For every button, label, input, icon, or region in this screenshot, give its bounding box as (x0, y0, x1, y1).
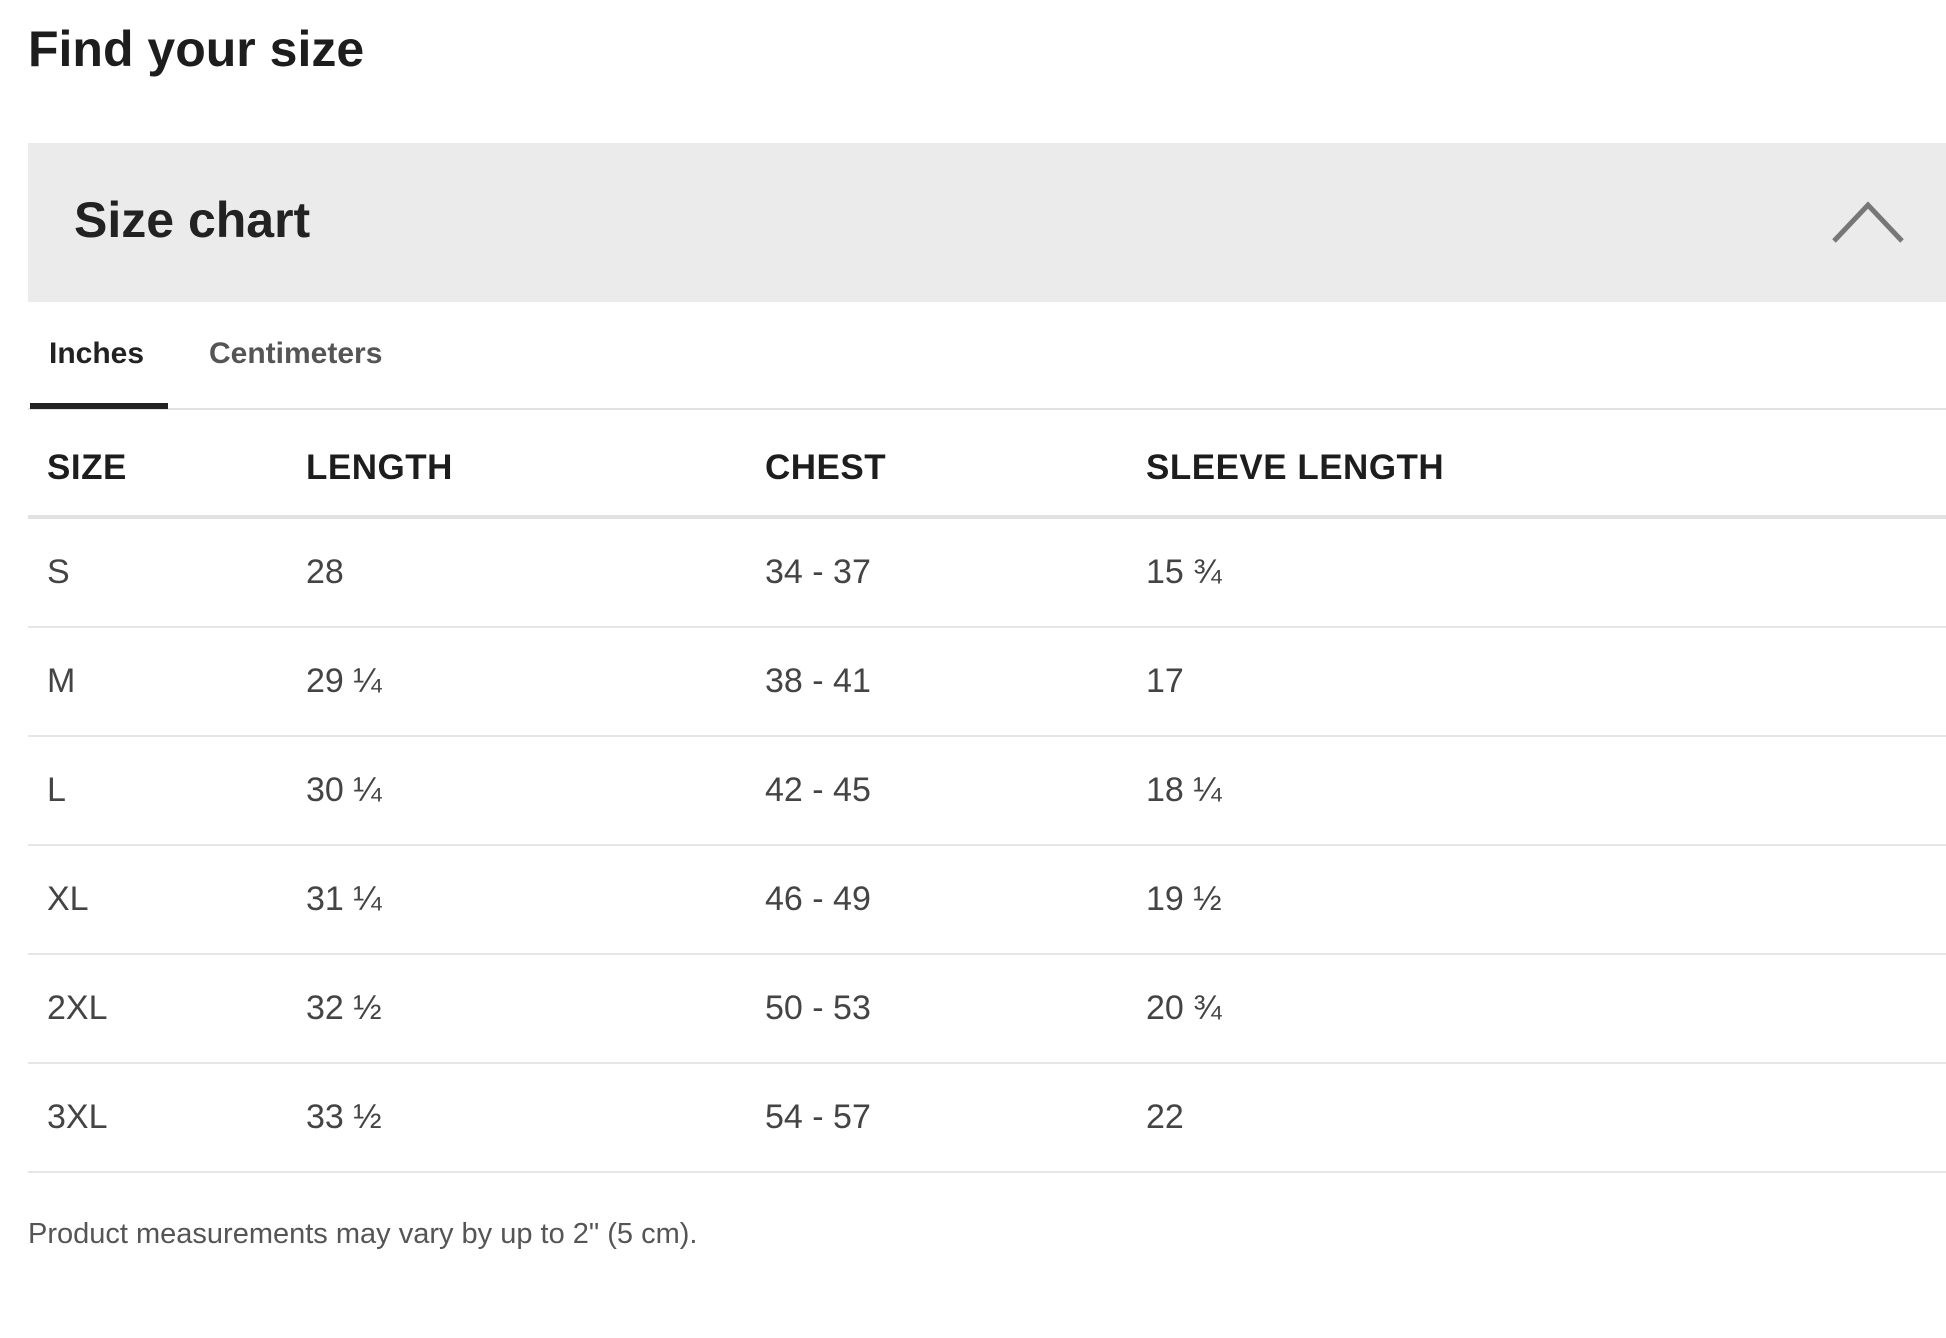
cell-chest: 54 - 57 (765, 1063, 1146, 1173)
unit-tabs: Inches Centimeters (28, 330, 1946, 410)
cell-length: 28 (306, 517, 765, 628)
table-row: 2XL 32 ½ 50 - 53 20 ¾ (28, 954, 1946, 1064)
cell-size: XL (28, 845, 306, 955)
cell-sleeve-length: 15 ¾ (1146, 517, 1946, 628)
cell-chest: 50 - 53 (765, 954, 1146, 1064)
cell-size: 2XL (28, 954, 306, 1064)
table-row: M 29 ¼ 38 - 41 17 (28, 627, 1946, 737)
header-sleeve-length: SLEEVE LENGTH (1146, 420, 1946, 519)
cell-size: 3XL (28, 1063, 306, 1173)
cell-sleeve-length: 17 (1146, 627, 1946, 737)
cell-chest: 42 - 45 (765, 736, 1146, 846)
cell-chest: 46 - 49 (765, 845, 1146, 955)
cell-chest: 38 - 41 (765, 627, 1146, 737)
chevron-up-icon[interactable] (1830, 195, 1906, 245)
cell-length: 29 ¼ (306, 627, 765, 737)
tab-inches[interactable]: Inches (49, 337, 145, 370)
cell-length: 31 ¼ (306, 845, 765, 955)
cell-sleeve-length: 19 ½ (1146, 845, 1946, 955)
cell-sleeve-length: 18 ¼ (1146, 736, 1946, 846)
header-chest: CHEST (765, 420, 1146, 519)
cell-size: M (28, 627, 306, 737)
cell-sleeve-length: 20 ¾ (1146, 954, 1946, 1064)
cell-length: 30 ¼ (306, 736, 765, 846)
size-table: SIZE LENGTH CHEST SLEEVE LENGTH S 28 34 - … (28, 420, 1946, 1173)
accordion-title: Size chart (74, 192, 311, 248)
cell-chest: 34 - 37 (765, 517, 1146, 628)
page-title: Find your size (28, 21, 365, 77)
cell-length: 33 ½ (306, 1063, 765, 1173)
tab-centimeters[interactable]: Centimeters (209, 337, 383, 370)
cell-sleeve-length: 22 (1146, 1063, 1946, 1173)
measurement-note: Product measurements may vary by up to 2… (28, 1218, 698, 1250)
cell-size: S (28, 517, 306, 628)
cell-length: 32 ½ (306, 954, 765, 1064)
header-size: SIZE (28, 420, 306, 519)
table-row: L 30 ¼ 42 - 45 18 ¼ (28, 736, 1946, 846)
size-chart-accordion-header[interactable]: Size chart (28, 143, 1946, 302)
table-row: 3XL 33 ½ 54 - 57 22 (28, 1063, 1946, 1173)
table-row: S 28 34 - 37 15 ¾ (28, 517, 1946, 628)
table-row: XL 31 ¼ 46 - 49 19 ½ (28, 845, 1946, 955)
cell-size: L (28, 736, 306, 846)
header-length: LENGTH (306, 420, 765, 519)
active-tab-indicator (30, 403, 168, 409)
table-header-row: SIZE LENGTH CHEST SLEEVE LENGTH (28, 420, 1946, 519)
